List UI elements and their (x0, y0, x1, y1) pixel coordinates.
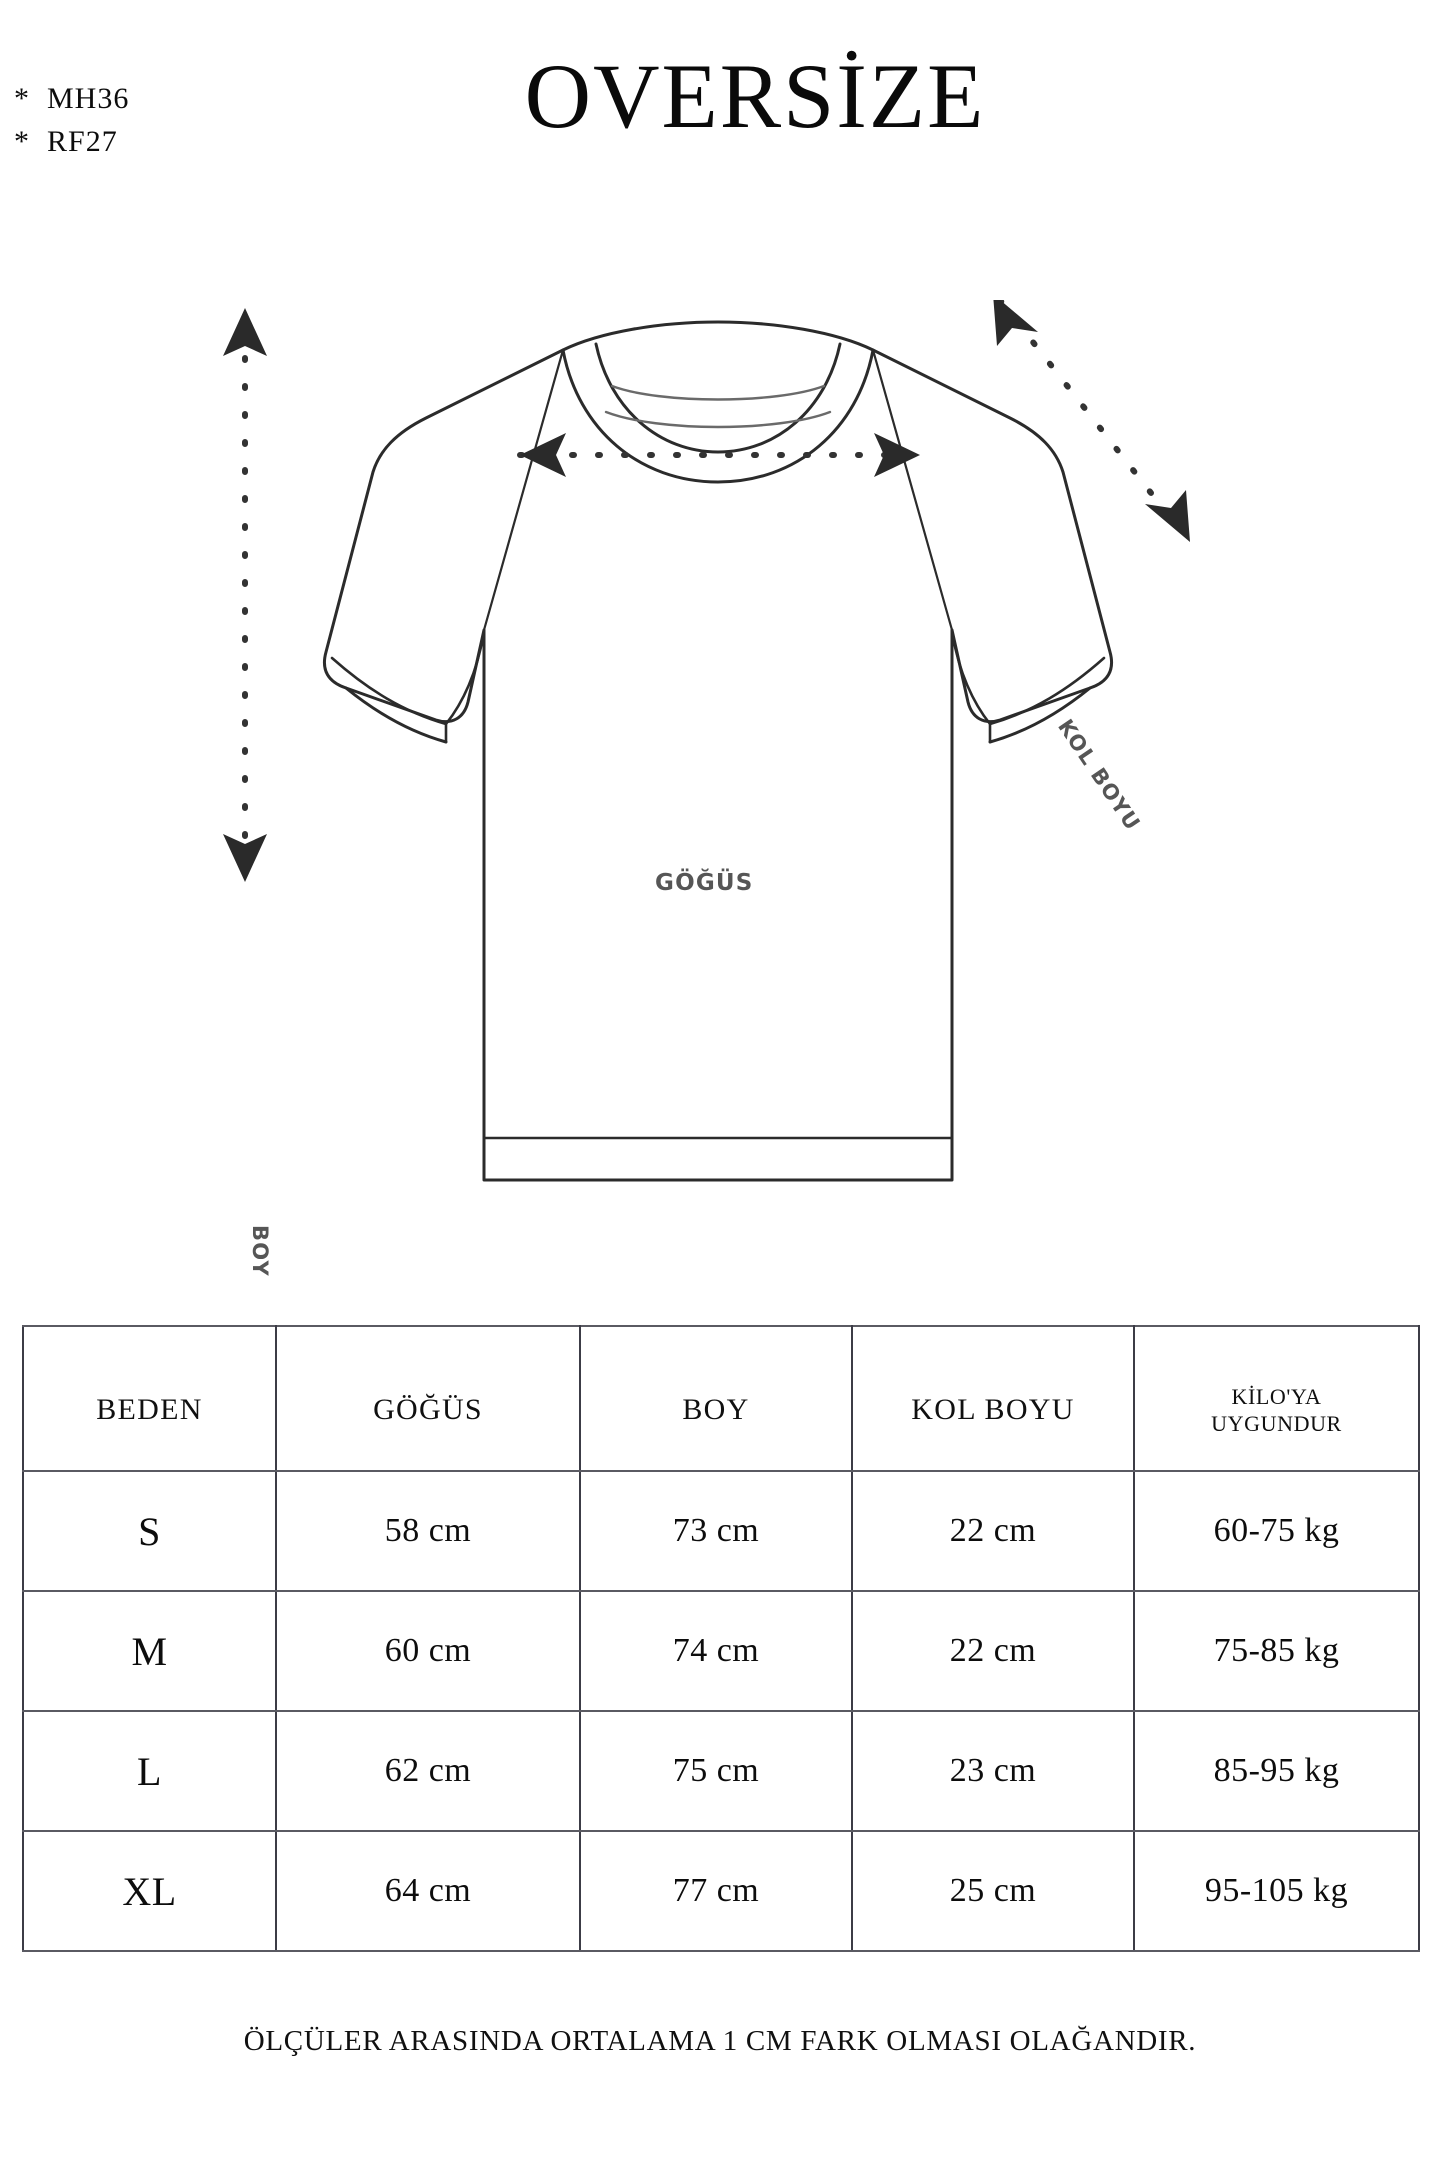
cell-chest: 58 cm (275, 1470, 581, 1592)
header-gogus: GÖĞÜS (275, 1325, 581, 1472)
length-measure-arrow (223, 308, 267, 882)
sleeve-measure-arrow (993, 300, 1190, 542)
cell-length: 77 cm (579, 1830, 853, 1952)
table-row: XL 64 cm 77 cm 25 cm 95-105 kg (22, 1830, 1420, 1952)
cell-chest: 60 cm (275, 1590, 581, 1712)
cell-length: 74 cm (579, 1590, 853, 1712)
tshirt-illustration (223, 300, 1190, 1182)
length-measure-label: BOY (248, 1225, 272, 1277)
cell-sleeve: 23 cm (851, 1710, 1135, 1832)
header-boy: BOY (579, 1325, 853, 1472)
tshirt-measurement-diagram: GÖĞÜS BOY KOL BOYU (0, 300, 1440, 1277)
cell-weight: 95-105 kg (1133, 1830, 1420, 1952)
header-kiloya-line2: UYGUNDUR (1211, 1411, 1342, 1436)
header-kiloya-uygundur: KİLO'YA UYGUNDUR (1133, 1325, 1420, 1472)
cell-size: M (22, 1590, 277, 1712)
header-kol-boyu: KOL BOYU (851, 1325, 1135, 1472)
cell-weight: 75-85 kg (1133, 1590, 1420, 1712)
cell-size: L (22, 1710, 277, 1832)
chest-measure-label: GÖĞÜS (655, 870, 754, 896)
table-row: S 58 cm 73 cm 22 cm 60-75 kg (22, 1470, 1420, 1592)
cell-chest: 64 cm (275, 1830, 581, 1952)
cell-size: XL (22, 1830, 277, 1952)
cell-chest: 62 cm (275, 1710, 581, 1832)
cell-weight: 85-95 kg (1133, 1710, 1420, 1832)
table-row: L 62 cm 75 cm 23 cm 85-95 kg (22, 1710, 1420, 1832)
page-title: OVERSİZE (524, 45, 986, 147)
header-kiloya-line1: KİLO'YA (1231, 1384, 1322, 1410)
size-chart-table: BEDEN GÖĞÜS BOY KOL BOYU KİLO'YA UYGUNDU… (22, 1325, 1420, 1952)
cell-length: 75 cm (579, 1710, 853, 1832)
cell-sleeve: 22 cm (851, 1470, 1135, 1592)
cell-sleeve: 25 cm (851, 1830, 1135, 1952)
table-row: M 60 cm 74 cm 22 cm 75-85 kg (22, 1590, 1420, 1712)
cell-sleeve: 22 cm (851, 1590, 1135, 1712)
product-code-2: * RF27 (14, 124, 118, 158)
cell-size: S (22, 1470, 277, 1592)
measurement-tolerance-note: ÖLÇÜLER ARASINDA ORTALAMA 1 CM FARK OLMA… (243, 2025, 1197, 2057)
product-codes: * MH36 * RF27 (14, 78, 129, 163)
cell-weight: 60-75 kg (1133, 1470, 1420, 1592)
chest-measure-arrow (517, 433, 923, 477)
header-beden: BEDEN (22, 1325, 277, 1472)
table-header-row: BEDEN GÖĞÜS BOY KOL BOYU KİLO'YA UYGUNDU… (22, 1325, 1420, 1472)
product-code-1: * MH36 (14, 82, 130, 115)
cell-length: 73 cm (579, 1470, 853, 1592)
